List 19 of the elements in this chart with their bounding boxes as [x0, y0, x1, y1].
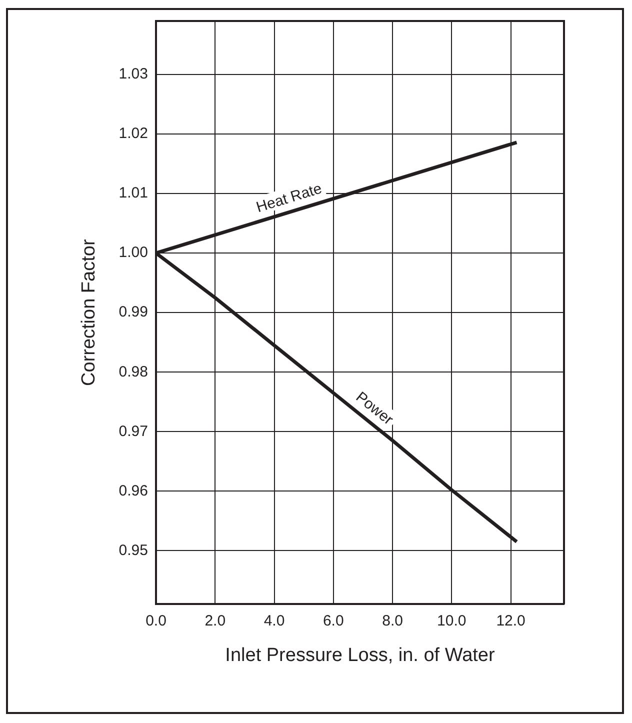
y-tick-label: 0.99 — [118, 304, 148, 321]
x-tick-label: 2.0 — [204, 612, 226, 630]
x-tick-label: 6.0 — [322, 612, 344, 630]
x-axis-title: Inlet Pressure Loss, in. of Water — [225, 644, 496, 666]
x-tick-label: 4.0 — [264, 612, 285, 630]
y-tick-label: 1.00 — [118, 244, 148, 262]
x-tick-label: 0.0 — [146, 612, 166, 630]
y-tick-label: 1.03 — [118, 66, 148, 83]
y-tick-label: 0.96 — [118, 482, 148, 500]
y-axis-title: Correction Factor — [78, 238, 100, 386]
y-tick-label: 0.97 — [118, 422, 148, 440]
y-tick-label: 0.95 — [118, 542, 148, 559]
y-tick-label: 0.98 — [118, 363, 148, 380]
x-tick-label: 10.0 — [437, 612, 466, 630]
text: Heat Rate — [254, 180, 324, 216]
y-tick-label: 1.02 — [118, 125, 148, 142]
y-tick-label: 1.01 — [118, 184, 148, 202]
x-tick-label: 12.0 — [496, 612, 526, 630]
x-tick-label: 8.0 — [382, 612, 403, 630]
